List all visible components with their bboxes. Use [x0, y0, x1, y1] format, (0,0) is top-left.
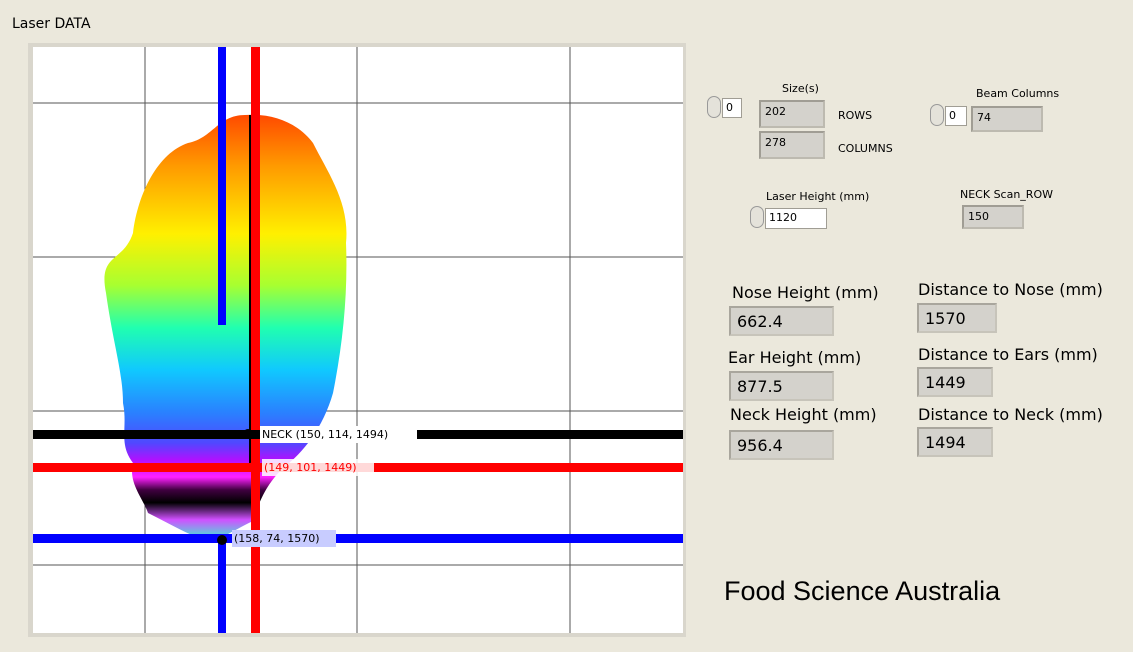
indicator: 278 [759, 131, 825, 159]
indicator: 74 [971, 106, 1043, 132]
indicator: 1449 [917, 367, 993, 397]
label: Nose Height (mm) [732, 283, 879, 302]
label: Ear Height (mm) [728, 348, 861, 367]
cursor-line [33, 534, 683, 543]
cursor-label: (149, 101, 1449) [264, 461, 357, 474]
cursor-point [243, 429, 253, 439]
indicator: 956.4 [729, 430, 834, 460]
spinner[interactable] [930, 104, 944, 126]
indicator: 150 [962, 205, 1024, 229]
label: NECK Scan_ROW [960, 188, 1053, 201]
screen: Laser DATA [0, 0, 1133, 652]
cursor-label: (158, 74, 1570) [234, 532, 320, 545]
cursor-line [218, 47, 226, 325]
indicator: 1570 [917, 303, 997, 333]
label: Neck Height (mm) [730, 405, 877, 424]
label: Distance to Neck (mm) [918, 405, 1103, 424]
cursor-label: NECK (150, 114, 1494) [262, 428, 388, 441]
laser-plot: NECK (150, 114, 1494) (149, 101, 1449) (… [28, 43, 686, 637]
indicator: 202 [759, 100, 825, 128]
label: Laser Height (mm) [766, 190, 869, 203]
control[interactable]: 1120 [765, 208, 827, 229]
index-control[interactable]: 0 [945, 106, 967, 126]
indicator: 877.5 [729, 371, 834, 401]
label: Distance to Ears (mm) [918, 345, 1098, 364]
cursor-point [249, 461, 261, 473]
cursor-line [218, 538, 226, 633]
cursor-point [217, 535, 227, 545]
label: Distance to Nose (mm) [918, 280, 1103, 299]
indicator: 1494 [917, 427, 993, 457]
footer-text: Food Science Australia [724, 576, 1000, 607]
indicator: 662.4 [729, 306, 834, 336]
label: Beam Columns [976, 87, 1059, 100]
label: Size(s) [782, 82, 819, 95]
spinner[interactable] [750, 206, 764, 228]
spinner[interactable] [707, 96, 721, 118]
index-control[interactable]: 0 [722, 98, 742, 118]
panel-title: Laser DATA [12, 16, 91, 32]
label: COLUMNS [838, 142, 893, 155]
label: ROWS [838, 109, 872, 122]
